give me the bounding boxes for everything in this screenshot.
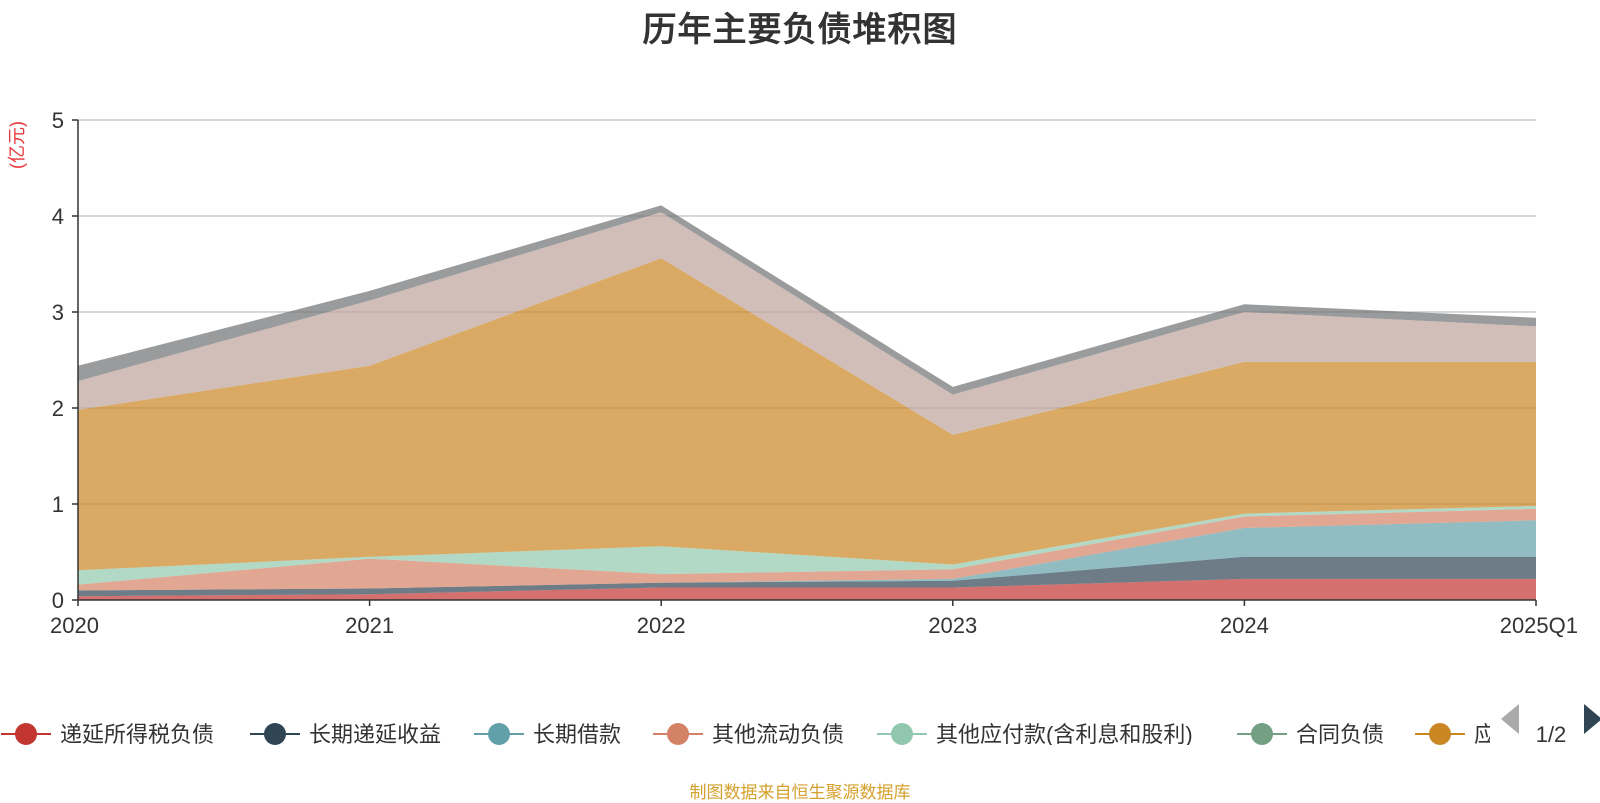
legend-item-1[interactable]: 长期递延收益 — [250, 722, 441, 747]
y-tick-label: 5 — [52, 108, 64, 133]
triangle-left-icon[interactable] — [1501, 704, 1519, 734]
legend-label: 递延所得税负债 — [60, 722, 214, 747]
area-series-6 — [78, 258, 1536, 571]
legend-marker — [15, 723, 37, 745]
legend-pager: 1/2 — [1501, 704, 1600, 747]
area-series-0 — [78, 578, 1536, 600]
y-tick-label: 0 — [52, 588, 64, 613]
triangle-right-icon[interactable] — [1584, 704, 1600, 734]
legend-label: 应付账款 — [1474, 722, 1562, 747]
axis-layer: 0 1 2 3 4 5 2020 2021 2022 2023 2024 2025Q1 — [50, 108, 1578, 638]
area-series-3 — [78, 508, 1536, 591]
x-tick-label: 2021 — [345, 613, 394, 638]
legend-item-6[interactable]: 应付账款 — [1415, 722, 1562, 747]
legend-item-5[interactable]: 合同负债 — [1237, 722, 1384, 747]
legend-item-2[interactable]: 长期借款 — [474, 722, 621, 747]
x-tick-label: 2024 — [1220, 613, 1269, 638]
area-layer — [78, 205, 1536, 600]
area-series-4 — [78, 505, 1536, 585]
legend-marker — [264, 723, 286, 745]
legend-label: 合同负债 — [1296, 722, 1384, 747]
chart-title: 历年主要负债堆积图 — [642, 11, 958, 49]
y-tick-label: 4 — [52, 204, 64, 229]
x-tick-label: 2025Q1 — [1500, 613, 1578, 638]
legend-marker — [488, 723, 510, 745]
source-note: 制图数据来自恒生聚源数据库 — [689, 783, 911, 802]
area-series-7 — [78, 212, 1536, 435]
legend: 递延所得税负债 长期递延收益 长期借款 其他流动负债 其他应付款(含利息和股利) 合同负债… — [1, 722, 1562, 747]
legend-label: 其他应付款(含利息和股利) — [936, 722, 1193, 747]
y-tick-label: 2 — [52, 396, 64, 421]
area-series-2 — [78, 520, 1536, 591]
legend-item-4[interactable]: 其他应付款(含利息和股利) — [877, 722, 1193, 747]
legend-label: 长期借款 — [533, 722, 621, 747]
legend-item-0[interactable]: 递延所得税负债 — [1, 722, 214, 747]
y-axis-unit-label: (亿元) — [7, 121, 27, 169]
area-series-8 — [78, 205, 1536, 395]
legend-marker — [667, 723, 689, 745]
legend-item-3[interactable]: 其他流动负债 — [653, 722, 844, 747]
y-tick-label: 1 — [52, 492, 64, 517]
legend-marker — [891, 723, 913, 745]
y-tick-label: 3 — [52, 300, 64, 325]
legend-marker — [1251, 723, 1273, 745]
legend-page-indicator: 1/2 — [1536, 722, 1567, 747]
legend-label: 其他流动负债 — [712, 722, 844, 747]
legend-marker — [1429, 723, 1451, 745]
x-tick-label: 2020 — [50, 613, 99, 638]
x-tick-label: 2023 — [928, 613, 977, 638]
x-tick-label: 2022 — [637, 613, 686, 638]
area-series-1 — [78, 556, 1536, 597]
legend-label: 长期递延收益 — [309, 722, 441, 747]
